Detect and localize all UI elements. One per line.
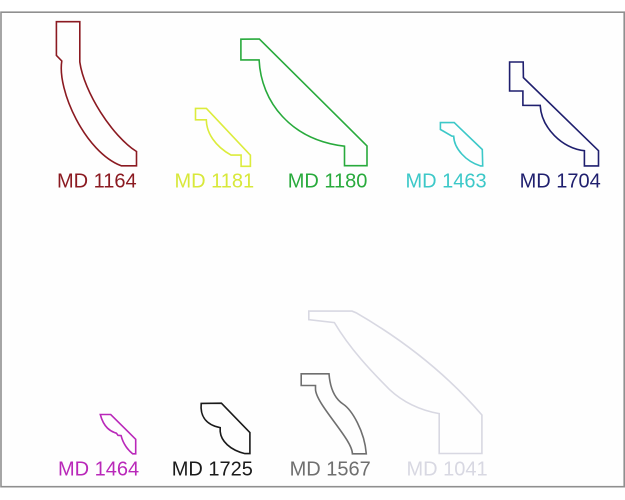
svg-text:MD 1464: MD 1464 [58,459,139,481]
svg-text:MD 1725: MD 1725 [172,459,253,481]
svg-text:MD 1164: MD 1164 [57,171,137,193]
svg-text:MD 1180: MD 1180 [288,171,368,193]
svg-text:MD 1567: MD 1567 [290,459,371,481]
svg-text:MD 1704: MD 1704 [520,171,601,193]
svg-text:MD 1041: MD 1041 [407,459,488,481]
svg-text:MD 1181: MD 1181 [175,171,255,193]
svg-text:MD 1463: MD 1463 [406,171,487,193]
